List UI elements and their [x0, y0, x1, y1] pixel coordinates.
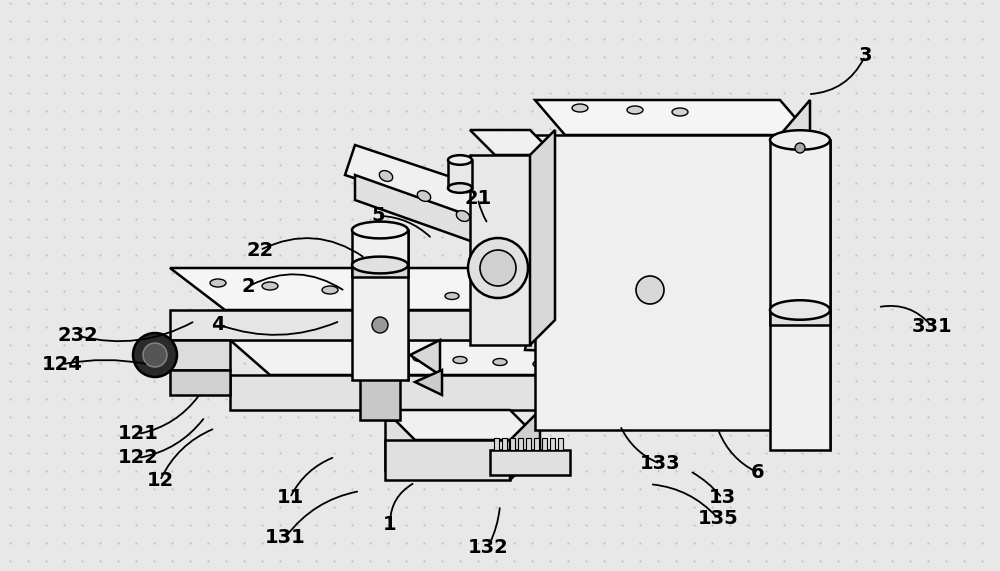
Polygon shape	[385, 410, 540, 440]
Polygon shape	[170, 310, 640, 340]
Text: 6: 6	[751, 463, 765, 482]
Ellipse shape	[672, 108, 688, 116]
Text: 1: 1	[383, 514, 397, 534]
Polygon shape	[355, 175, 510, 255]
Polygon shape	[550, 438, 555, 450]
Ellipse shape	[594, 371, 606, 379]
Ellipse shape	[352, 222, 408, 239]
Polygon shape	[526, 438, 531, 450]
Text: 13: 13	[708, 488, 736, 508]
Text: 21: 21	[464, 189, 492, 208]
Ellipse shape	[456, 211, 470, 222]
Polygon shape	[518, 438, 523, 450]
Polygon shape	[635, 338, 660, 395]
Ellipse shape	[770, 300, 830, 320]
Polygon shape	[540, 338, 660, 360]
Text: 11: 11	[276, 488, 304, 508]
Ellipse shape	[417, 191, 431, 202]
Circle shape	[468, 238, 528, 298]
Polygon shape	[480, 390, 510, 470]
Text: 131: 131	[265, 528, 305, 548]
Ellipse shape	[453, 356, 467, 364]
Text: 2: 2	[241, 277, 255, 296]
Polygon shape	[510, 410, 540, 480]
Polygon shape	[535, 135, 780, 430]
Ellipse shape	[445, 292, 459, 300]
Text: 3: 3	[858, 46, 872, 66]
Ellipse shape	[379, 171, 393, 182]
Polygon shape	[385, 390, 510, 420]
Circle shape	[133, 333, 177, 377]
Ellipse shape	[495, 296, 509, 304]
Circle shape	[636, 276, 664, 304]
Polygon shape	[385, 420, 480, 470]
Polygon shape	[170, 370, 230, 395]
Polygon shape	[170, 340, 230, 370]
Polygon shape	[660, 340, 700, 410]
Ellipse shape	[493, 359, 507, 365]
Polygon shape	[530, 130, 555, 345]
Text: 132: 132	[468, 537, 508, 557]
Ellipse shape	[322, 286, 338, 294]
Ellipse shape	[770, 130, 830, 150]
Ellipse shape	[627, 106, 643, 114]
Text: 22: 22	[246, 240, 274, 260]
Ellipse shape	[382, 290, 398, 298]
Polygon shape	[470, 130, 555, 155]
Text: 133: 133	[640, 454, 680, 473]
Polygon shape	[352, 230, 408, 380]
Polygon shape	[525, 325, 700, 355]
Polygon shape	[490, 450, 570, 475]
Polygon shape	[540, 360, 635, 395]
Polygon shape	[448, 160, 472, 188]
Ellipse shape	[573, 363, 587, 369]
Polygon shape	[345, 145, 520, 230]
Text: 12: 12	[146, 471, 174, 490]
Polygon shape	[360, 340, 400, 420]
Polygon shape	[170, 268, 685, 310]
Text: 122: 122	[118, 448, 158, 468]
Text: 5: 5	[371, 206, 385, 226]
Polygon shape	[530, 310, 700, 330]
Ellipse shape	[262, 282, 278, 290]
Polygon shape	[780, 100, 810, 430]
Polygon shape	[770, 140, 830, 450]
Ellipse shape	[448, 155, 472, 165]
Polygon shape	[385, 440, 510, 480]
Polygon shape	[415, 370, 442, 395]
Text: 232: 232	[58, 326, 98, 345]
Circle shape	[795, 143, 805, 153]
Ellipse shape	[533, 360, 547, 368]
Ellipse shape	[210, 279, 226, 287]
Polygon shape	[470, 155, 530, 345]
Text: 4: 4	[211, 315, 225, 334]
Polygon shape	[230, 375, 660, 410]
Text: 331: 331	[912, 317, 952, 336]
Circle shape	[372, 317, 388, 333]
Polygon shape	[352, 265, 408, 277]
Text: 135: 135	[698, 509, 738, 528]
Polygon shape	[542, 438, 547, 450]
Circle shape	[480, 250, 516, 286]
Polygon shape	[510, 438, 515, 450]
Polygon shape	[534, 438, 539, 450]
Ellipse shape	[352, 256, 408, 274]
Polygon shape	[502, 438, 507, 450]
Text: 124: 124	[42, 355, 82, 374]
Polygon shape	[535, 100, 810, 135]
Ellipse shape	[572, 104, 588, 112]
Polygon shape	[410, 340, 440, 375]
Polygon shape	[230, 340, 700, 375]
Text: 121: 121	[118, 424, 158, 444]
Polygon shape	[494, 438, 499, 450]
Ellipse shape	[413, 355, 427, 361]
Circle shape	[143, 343, 167, 367]
Ellipse shape	[448, 183, 472, 193]
Polygon shape	[770, 310, 830, 325]
Polygon shape	[558, 438, 563, 450]
Ellipse shape	[559, 371, 571, 379]
Polygon shape	[640, 268, 685, 340]
